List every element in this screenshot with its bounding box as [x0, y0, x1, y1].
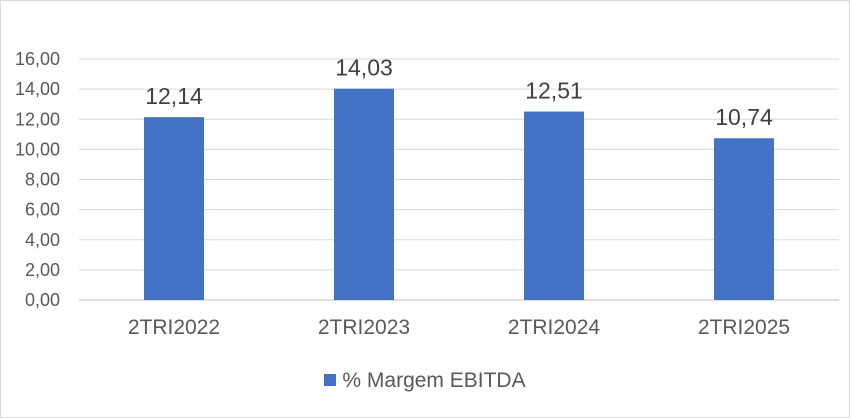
bar: [334, 88, 394, 300]
y-tick-label: 6,00: [25, 200, 60, 220]
data-label: 14,03: [335, 55, 393, 81]
y-tick-label: 10,00: [15, 139, 60, 159]
bar: [144, 117, 204, 300]
y-tick-label: 8,00: [25, 170, 60, 190]
y-tick-label: 2,00: [25, 260, 60, 280]
x-tick-label: 2TRI2023: [318, 316, 410, 339]
y-tick-label: 16,00: [15, 49, 60, 69]
y-tick-label: 4,00: [25, 230, 60, 250]
y-tick-label: 14,00: [15, 79, 60, 99]
bar: [524, 111, 584, 301]
data-label: 12,14: [145, 83, 203, 109]
y-tick-label: 0,00: [25, 290, 60, 310]
x-tick-label: 2TRI2025: [698, 316, 790, 339]
data-label: 12,51: [525, 78, 583, 104]
x-tick-label: 2TRI2024: [508, 316, 601, 339]
x-tick-label: 2TRI2022: [128, 316, 220, 339]
legend: % Margem EBITDA: [1, 369, 849, 393]
legend-swatch: [324, 374, 337, 386]
y-tick-label: 12,00: [15, 109, 60, 129]
bar: [714, 138, 774, 300]
legend-label: % Margem EBITDA: [342, 369, 526, 392]
data-label: 10,74: [715, 104, 773, 130]
